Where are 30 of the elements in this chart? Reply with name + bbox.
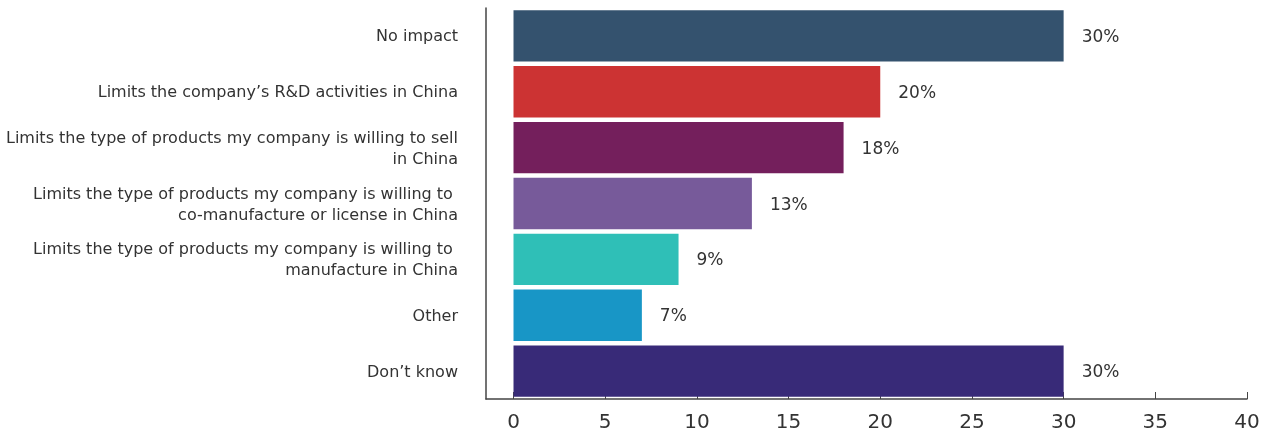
y-tick-label: Limits the type of products my company is willing to sell in China — [5, 127, 458, 168]
y-tick-label: Limits the company’s R&D activities in China — [97, 82, 458, 102]
data-label: 7% — [659, 305, 687, 326]
data-label: 9% — [696, 249, 724, 270]
y-tick-label: Other — [412, 305, 459, 325]
x-tick-label: 15 — [775, 409, 802, 433]
data-label: 30% — [1081, 25, 1120, 46]
data-label: 30% — [1081, 361, 1120, 382]
data-label: 13% — [769, 193, 808, 214]
bar — [513, 345, 1064, 397]
x-tick-label: 10 — [684, 409, 710, 433]
bar — [513, 233, 679, 286]
x-tick-label: 20 — [867, 409, 893, 433]
x-tick-label: 0 — [507, 409, 520, 433]
x-tick-label: 25 — [959, 409, 985, 433]
y-tick-label: No impact — [376, 26, 458, 46]
bar — [513, 121, 844, 174]
data-label: 20% — [898, 81, 937, 102]
data-label: 18% — [861, 137, 900, 158]
y-tick-label: Limits the type of products my company is willing to manufacture in China — [33, 239, 458, 280]
y-tick-label: Limits the type of products my company is willing to co-manufacture or license in China — [33, 183, 458, 224]
x-tick-label: 30 — [1050, 409, 1077, 433]
x-tick-label: 35 — [1142, 409, 1169, 433]
bar — [513, 289, 642, 341]
x-tick-label: 40 — [1234, 409, 1260, 433]
bar — [513, 66, 881, 118]
x-tick-label: 5 — [598, 409, 612, 433]
y-tick-label: Don’t know — [367, 361, 458, 381]
bar — [513, 10, 1064, 62]
bar — [513, 177, 752, 230]
